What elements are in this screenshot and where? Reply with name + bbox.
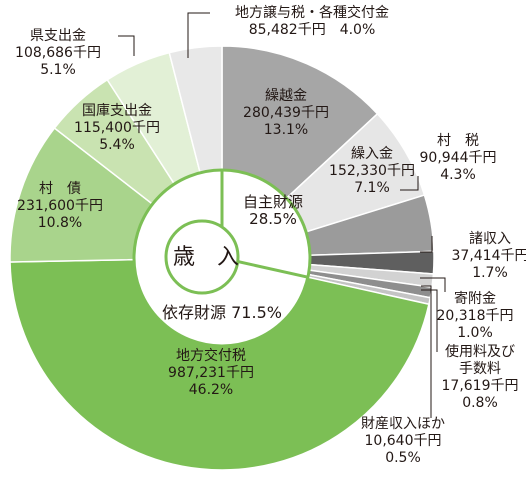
leader-line-10	[118, 36, 134, 56]
center-label: 歳 入	[173, 245, 239, 270]
group-label-dependent: 依存財源 71.5%	[162, 303, 282, 322]
